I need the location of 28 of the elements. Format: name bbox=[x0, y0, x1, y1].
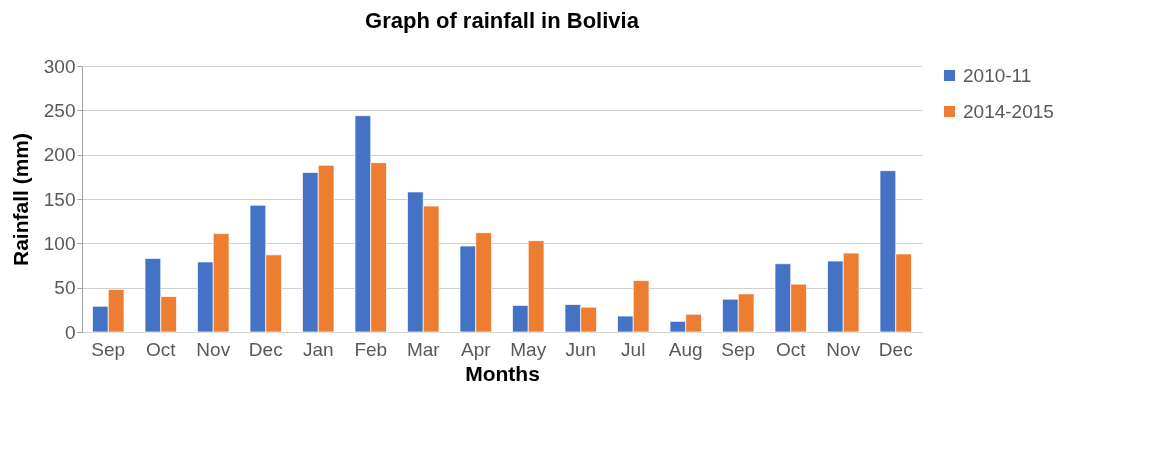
y-tick-label: 250 bbox=[43, 99, 76, 121]
y-tick-label: 0 bbox=[64, 321, 76, 343]
x-axis-title: Months bbox=[465, 361, 540, 385]
y-tick-label: 300 bbox=[43, 55, 76, 77]
x-tick-label: Oct bbox=[145, 338, 177, 360]
y-tick-label: 150 bbox=[43, 188, 76, 210]
x-tick-label: May bbox=[510, 338, 547, 360]
x-tick-label: Apr bbox=[460, 338, 492, 360]
x-tick-label: Nov bbox=[196, 338, 231, 360]
x-tick-label: Sep bbox=[91, 338, 126, 360]
x-tick-label: Nov bbox=[826, 338, 861, 360]
x-tick-label: Dec bbox=[878, 338, 913, 360]
y-axis-title: Rainfall (mm) bbox=[8, 132, 32, 267]
x-tick-label: Sep bbox=[721, 338, 756, 360]
x-tick-label: Feb bbox=[354, 338, 388, 360]
y-tick-label: 100 bbox=[43, 232, 76, 254]
y-tick-label: 200 bbox=[43, 144, 76, 166]
x-tick-label: Jan bbox=[302, 338, 334, 360]
x-tick-label: Aug bbox=[668, 338, 703, 360]
x-tick-label: Mar bbox=[406, 338, 441, 360]
y-tick-label: 50 bbox=[54, 277, 76, 299]
x-tick-label: Jul bbox=[621, 338, 646, 360]
legend-label: 2014-2015 bbox=[963, 100, 1054, 122]
chart-title: Graph of rainfall in Bolivia bbox=[365, 8, 640, 33]
x-tick-label: Oct bbox=[775, 338, 807, 360]
x-tick-label: Dec bbox=[248, 338, 283, 360]
legend-label: 2010-11 bbox=[963, 64, 1032, 86]
x-tick-label: Jun bbox=[565, 338, 597, 360]
